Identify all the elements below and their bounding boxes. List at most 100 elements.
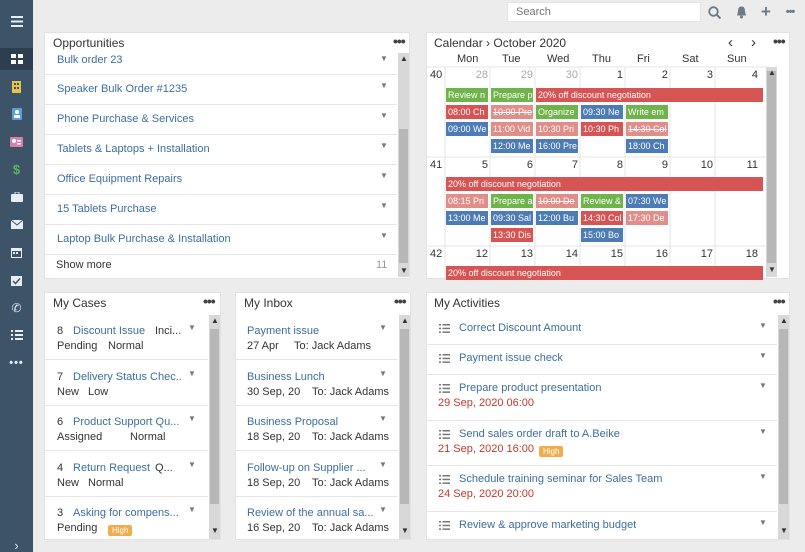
email-subject-link[interactable]: Business Proposal xyxy=(247,416,339,428)
chevron-down-icon[interactable]: ▼ xyxy=(380,231,388,240)
email-row[interactable]: Business Lunch 30 Sep, 20 To: Jack Adams ▼ xyxy=(236,361,398,406)
chevron-down-icon[interactable]: ▼ xyxy=(188,323,196,332)
day-number[interactable]: 28 xyxy=(475,69,488,81)
scroll-up-icon[interactable]: ▲ xyxy=(400,54,408,63)
chevron-down-icon[interactable]: ▼ xyxy=(380,81,388,90)
calendar-icon[interactable] xyxy=(0,241,33,263)
calendar-event[interactable]: 10:00 De xyxy=(536,194,578,208)
chevron-down-icon[interactable]: ▼ xyxy=(759,351,767,360)
email-row[interactable]: Review of the annual sa... 16 Sep, 20 To: … xyxy=(236,497,398,542)
activity-name-link[interactable]: Correct Discount Amount xyxy=(459,322,582,334)
day-number[interactable]: 3 xyxy=(706,69,713,81)
day-number[interactable]: 15 xyxy=(610,248,623,260)
scroll-up-icon[interactable]: ▲ xyxy=(780,316,788,325)
plus-icon[interactable]: + xyxy=(761,2,771,21)
list-item[interactable]: Laptop Bulk Purchase & Installation ▼ xyxy=(45,225,397,255)
calendar-event[interactable]: 10:00 Pre xyxy=(491,105,533,119)
case-name-link[interactable]: Delivery Status Chec... xyxy=(73,370,181,383)
calendar-event[interactable]: 12:00 Bu xyxy=(536,211,578,225)
calendar-event[interactable]: 09:30 Sal xyxy=(491,211,533,225)
search-icon[interactable] xyxy=(705,3,723,21)
day-number[interactable]: 1 xyxy=(616,69,623,81)
day-number[interactable]: 14 xyxy=(565,248,578,260)
email-row[interactable]: Follow-up on Supplier ... 18 Sep, 20 To: J… xyxy=(236,452,398,497)
calendar-event[interactable]: 12:00 Me xyxy=(491,139,533,153)
case-name-link[interactable]: Asking for compens... xyxy=(73,507,179,519)
scrollbar-thumb[interactable] xyxy=(400,329,409,504)
list-item[interactable]: Bulk order 23 ▼ xyxy=(45,51,397,75)
case-name-link[interactable]: Product Support Qu... xyxy=(73,416,180,428)
calendar-event[interactable]: 07:30 We xyxy=(626,194,668,208)
calendar-event[interactable]: 14:30 Col xyxy=(581,211,623,225)
activity-name-link[interactable]: Send sales order draft to A.Beike xyxy=(459,428,620,440)
chevron-down-icon[interactable]: ▼ xyxy=(379,323,387,332)
list-item-link[interactable]: Laptop Bulk Purchase & Installation xyxy=(57,233,231,245)
email-subject-link[interactable]: Follow-up on Supplier ... xyxy=(247,461,366,474)
chevron-down-icon[interactable]: ▼ xyxy=(379,459,387,469)
panel-menu-icon[interactable]: ••• xyxy=(773,293,786,309)
calendar-event[interactable]: 15:00 Bo xyxy=(581,228,623,242)
calendar-event[interactable]: 08:15 Pri xyxy=(446,194,488,208)
dollar-icon[interactable]: $ xyxy=(12,161,21,177)
calendar-event[interactable]: 13:30 Dis xyxy=(491,228,533,242)
calendar-event[interactable]: 10:30 Pri xyxy=(536,122,578,136)
day-number[interactable]: 30 xyxy=(565,69,578,81)
activity-row[interactable]: Prepare product presentation 29 Sep, 2020… xyxy=(427,375,777,421)
bell-icon[interactable] xyxy=(732,3,750,21)
scroll-up-icon[interactable]: ▲ xyxy=(768,68,776,77)
email-row[interactable]: Payment issue 27 Apr To: Jack Adams ▼ xyxy=(236,315,398,360)
search-input[interactable] xyxy=(507,2,701,22)
list-item[interactable]: Office Equipment Repairs ▼ xyxy=(45,165,397,195)
scroll-up-icon[interactable]: ▲ xyxy=(401,316,409,325)
email-row[interactable]: Business Proposal 18 Sep, 20 To: Jack Adam… xyxy=(236,406,398,451)
day-number[interactable]: 5 xyxy=(481,159,488,171)
list-item-link[interactable]: Bulk order 23 xyxy=(57,54,123,66)
case-row[interactable]: 8 Discount Issue Inci... Pending Normal ▼ xyxy=(45,315,208,360)
case-row[interactable]: 3 Asking for compens... Pending High ▼ xyxy=(45,497,208,542)
day-number[interactable]: 12 xyxy=(475,248,488,260)
list-item-link[interactable]: Office Equipment Repairs xyxy=(57,173,183,185)
event-bar[interactable]: 20% off discount negotiation xyxy=(536,88,763,102)
day-number[interactable]: 9 xyxy=(661,159,668,171)
activity-name-link[interactable]: Prepare product presentation xyxy=(459,382,602,394)
list-item[interactable]: 15 Tablets Purchase ▼ xyxy=(45,195,397,225)
scroll-down-icon[interactable]: ▼ xyxy=(400,266,408,275)
activity-row[interactable]: Schedule training seminar for Sales Team… xyxy=(427,466,777,512)
scroll-down-icon[interactable]: ▼ xyxy=(211,526,219,535)
calendar-event[interactable]: 17:30 De xyxy=(626,211,668,225)
show-more-link[interactable]: Show more xyxy=(56,259,112,271)
day-number[interactable]: 8 xyxy=(616,159,623,171)
panel-menu-icon[interactable]: ••• xyxy=(393,33,406,49)
chevron-down-icon[interactable]: ▼ xyxy=(759,321,767,330)
case-row[interactable]: 4 Return Request Q... New Normal ▼ xyxy=(45,452,208,497)
calendar-event[interactable]: 11:00 Vid xyxy=(491,122,533,136)
card-icon[interactable] xyxy=(0,131,33,153)
list-item[interactable]: Phone Purchase & Services ▼ xyxy=(45,105,397,135)
scroll-down-icon[interactable]: ▼ xyxy=(401,526,409,535)
list-item-link[interactable]: Tablets & Laptops + Installation xyxy=(57,143,210,155)
scrollbar-thumb[interactable] xyxy=(767,71,776,263)
activity-row[interactable]: Correct Discount Amount ▼ xyxy=(427,315,777,345)
chevron-down-icon[interactable]: ▼ xyxy=(188,368,196,378)
calendar-event[interactable]: Prepare p xyxy=(491,88,533,102)
more-icon[interactable]: ••• xyxy=(9,357,24,369)
event-bar[interactable]: 20% off discount negotiation xyxy=(446,177,763,191)
panel-menu-icon[interactable]: ••• xyxy=(394,293,407,309)
day-number[interactable]: 2 xyxy=(661,69,668,81)
calendar-event[interactable]: Prepare a xyxy=(491,194,533,208)
day-number[interactable]: 18 xyxy=(745,248,758,260)
calendar-event[interactable]: 14:30 Col xyxy=(626,122,668,136)
list-item-link[interactable]: 15 Tablets Purchase xyxy=(57,203,157,215)
chevron-right-icon[interactable]: › xyxy=(14,537,19,552)
calendar-next-button[interactable]: › xyxy=(751,34,756,51)
scrollbar-thumb[interactable] xyxy=(399,129,408,263)
calendar-event[interactable]: 16:00 Pre xyxy=(536,139,578,153)
scrollbar-thumb[interactable] xyxy=(210,329,219,504)
email-subject-link[interactable]: Business Lunch xyxy=(247,370,325,383)
email-icon[interactable] xyxy=(0,213,33,235)
contact-icon[interactable] xyxy=(0,103,33,125)
panel-menu-icon[interactable]: ••• xyxy=(203,293,216,309)
activity-name-link[interactable]: Review & approve marketing budget xyxy=(459,519,637,531)
chevron-down-icon[interactable]: ▼ xyxy=(379,505,387,514)
chevron-down-icon[interactable]: ▼ xyxy=(759,381,767,390)
